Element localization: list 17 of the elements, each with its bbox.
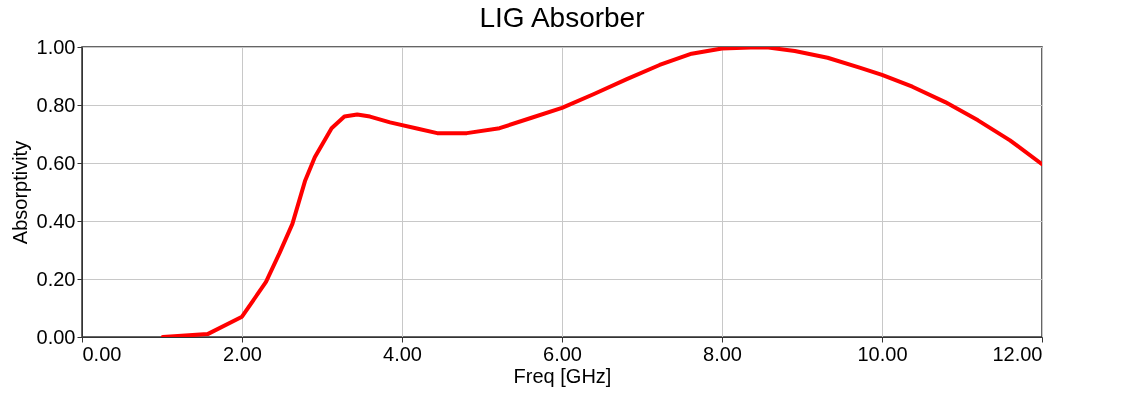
chart-title: LIG Absorber bbox=[479, 2, 645, 33]
y-tick-label: 0.20 bbox=[36, 267, 76, 290]
y-axis-title: Absorptivity bbox=[8, 140, 31, 245]
y-tick-label: 0.60 bbox=[36, 151, 76, 174]
x-axis-title: Freq [GHz] bbox=[513, 364, 612, 387]
line-series bbox=[160, 47, 1042, 337]
y-tick-label: 0.40 bbox=[36, 209, 76, 232]
y-tick-label: 1.00 bbox=[36, 35, 76, 58]
x-tick-label: 2.00 bbox=[223, 342, 262, 365]
x-tick-label: 10.00 bbox=[857, 342, 908, 365]
x-tick-label: 4.00 bbox=[383, 342, 422, 365]
y-tick-label: 0.00 bbox=[36, 325, 76, 348]
x-tick-label: 6.00 bbox=[543, 342, 582, 365]
x-tick-label: 0.00 bbox=[82, 342, 122, 365]
x-tick-label: 12.00 bbox=[992, 342, 1043, 365]
y-tick-label: 0.80 bbox=[36, 93, 76, 116]
x-tick-label: 8.00 bbox=[703, 342, 742, 365]
